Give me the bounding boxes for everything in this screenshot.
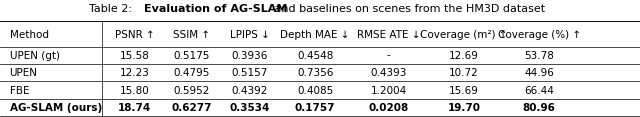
- Text: and baselines on scenes from the HM3D dataset: and baselines on scenes from the HM3D da…: [271, 4, 545, 14]
- Text: 80.96: 80.96: [523, 103, 556, 113]
- Text: 0.4795: 0.4795: [174, 68, 210, 78]
- Text: 10.72: 10.72: [449, 68, 479, 78]
- Text: 0.5952: 0.5952: [174, 86, 210, 96]
- Text: Coverage (%) ↑: Coverage (%) ↑: [498, 30, 580, 40]
- Text: 18.74: 18.74: [118, 103, 151, 113]
- Text: Method: Method: [10, 30, 49, 40]
- Text: 12.23: 12.23: [120, 68, 149, 78]
- Text: 15.58: 15.58: [120, 51, 149, 61]
- Text: PSNR ↑: PSNR ↑: [115, 30, 154, 40]
- Text: 0.5157: 0.5157: [232, 68, 268, 78]
- Text: Table 2:: Table 2:: [89, 4, 136, 14]
- Text: 0.6277: 0.6277: [172, 103, 212, 113]
- Text: 0.5175: 0.5175: [174, 51, 210, 61]
- Text: 0.4085: 0.4085: [297, 86, 333, 96]
- Text: RMSE ATE ↓: RMSE ATE ↓: [357, 30, 420, 40]
- Text: 44.96: 44.96: [524, 68, 554, 78]
- Text: 1.2004: 1.2004: [371, 86, 407, 96]
- Text: 53.78: 53.78: [524, 51, 554, 61]
- Text: 0.7356: 0.7356: [297, 68, 333, 78]
- Text: Coverage (m²) ↑: Coverage (m²) ↑: [420, 30, 508, 40]
- Text: 12.69: 12.69: [449, 51, 479, 61]
- Text: FBE: FBE: [10, 86, 29, 96]
- Text: 66.44: 66.44: [524, 86, 554, 96]
- Text: LPIPS ↓: LPIPS ↓: [230, 30, 269, 40]
- Text: 0.1757: 0.1757: [295, 103, 335, 113]
- Text: -: -: [387, 51, 390, 61]
- Text: Evaluation of AG-SLAM: Evaluation of AG-SLAM: [144, 4, 287, 14]
- Text: UPEN (gt): UPEN (gt): [10, 51, 60, 61]
- Text: 15.69: 15.69: [449, 86, 479, 96]
- Text: 0.4392: 0.4392: [232, 86, 268, 96]
- Text: Depth MAE ↓: Depth MAE ↓: [280, 30, 350, 40]
- Text: 0.3936: 0.3936: [232, 51, 268, 61]
- Text: AG-SLAM (ours): AG-SLAM (ours): [10, 103, 102, 113]
- Text: UPEN: UPEN: [10, 68, 38, 78]
- Text: 15.80: 15.80: [120, 86, 149, 96]
- Text: 0.4548: 0.4548: [297, 51, 333, 61]
- Text: 0.3534: 0.3534: [229, 103, 270, 113]
- Text: 19.70: 19.70: [447, 103, 481, 113]
- Text: SSIM ↑: SSIM ↑: [173, 30, 211, 40]
- Text: 0.4393: 0.4393: [371, 68, 407, 78]
- Text: 0.0208: 0.0208: [369, 103, 409, 113]
